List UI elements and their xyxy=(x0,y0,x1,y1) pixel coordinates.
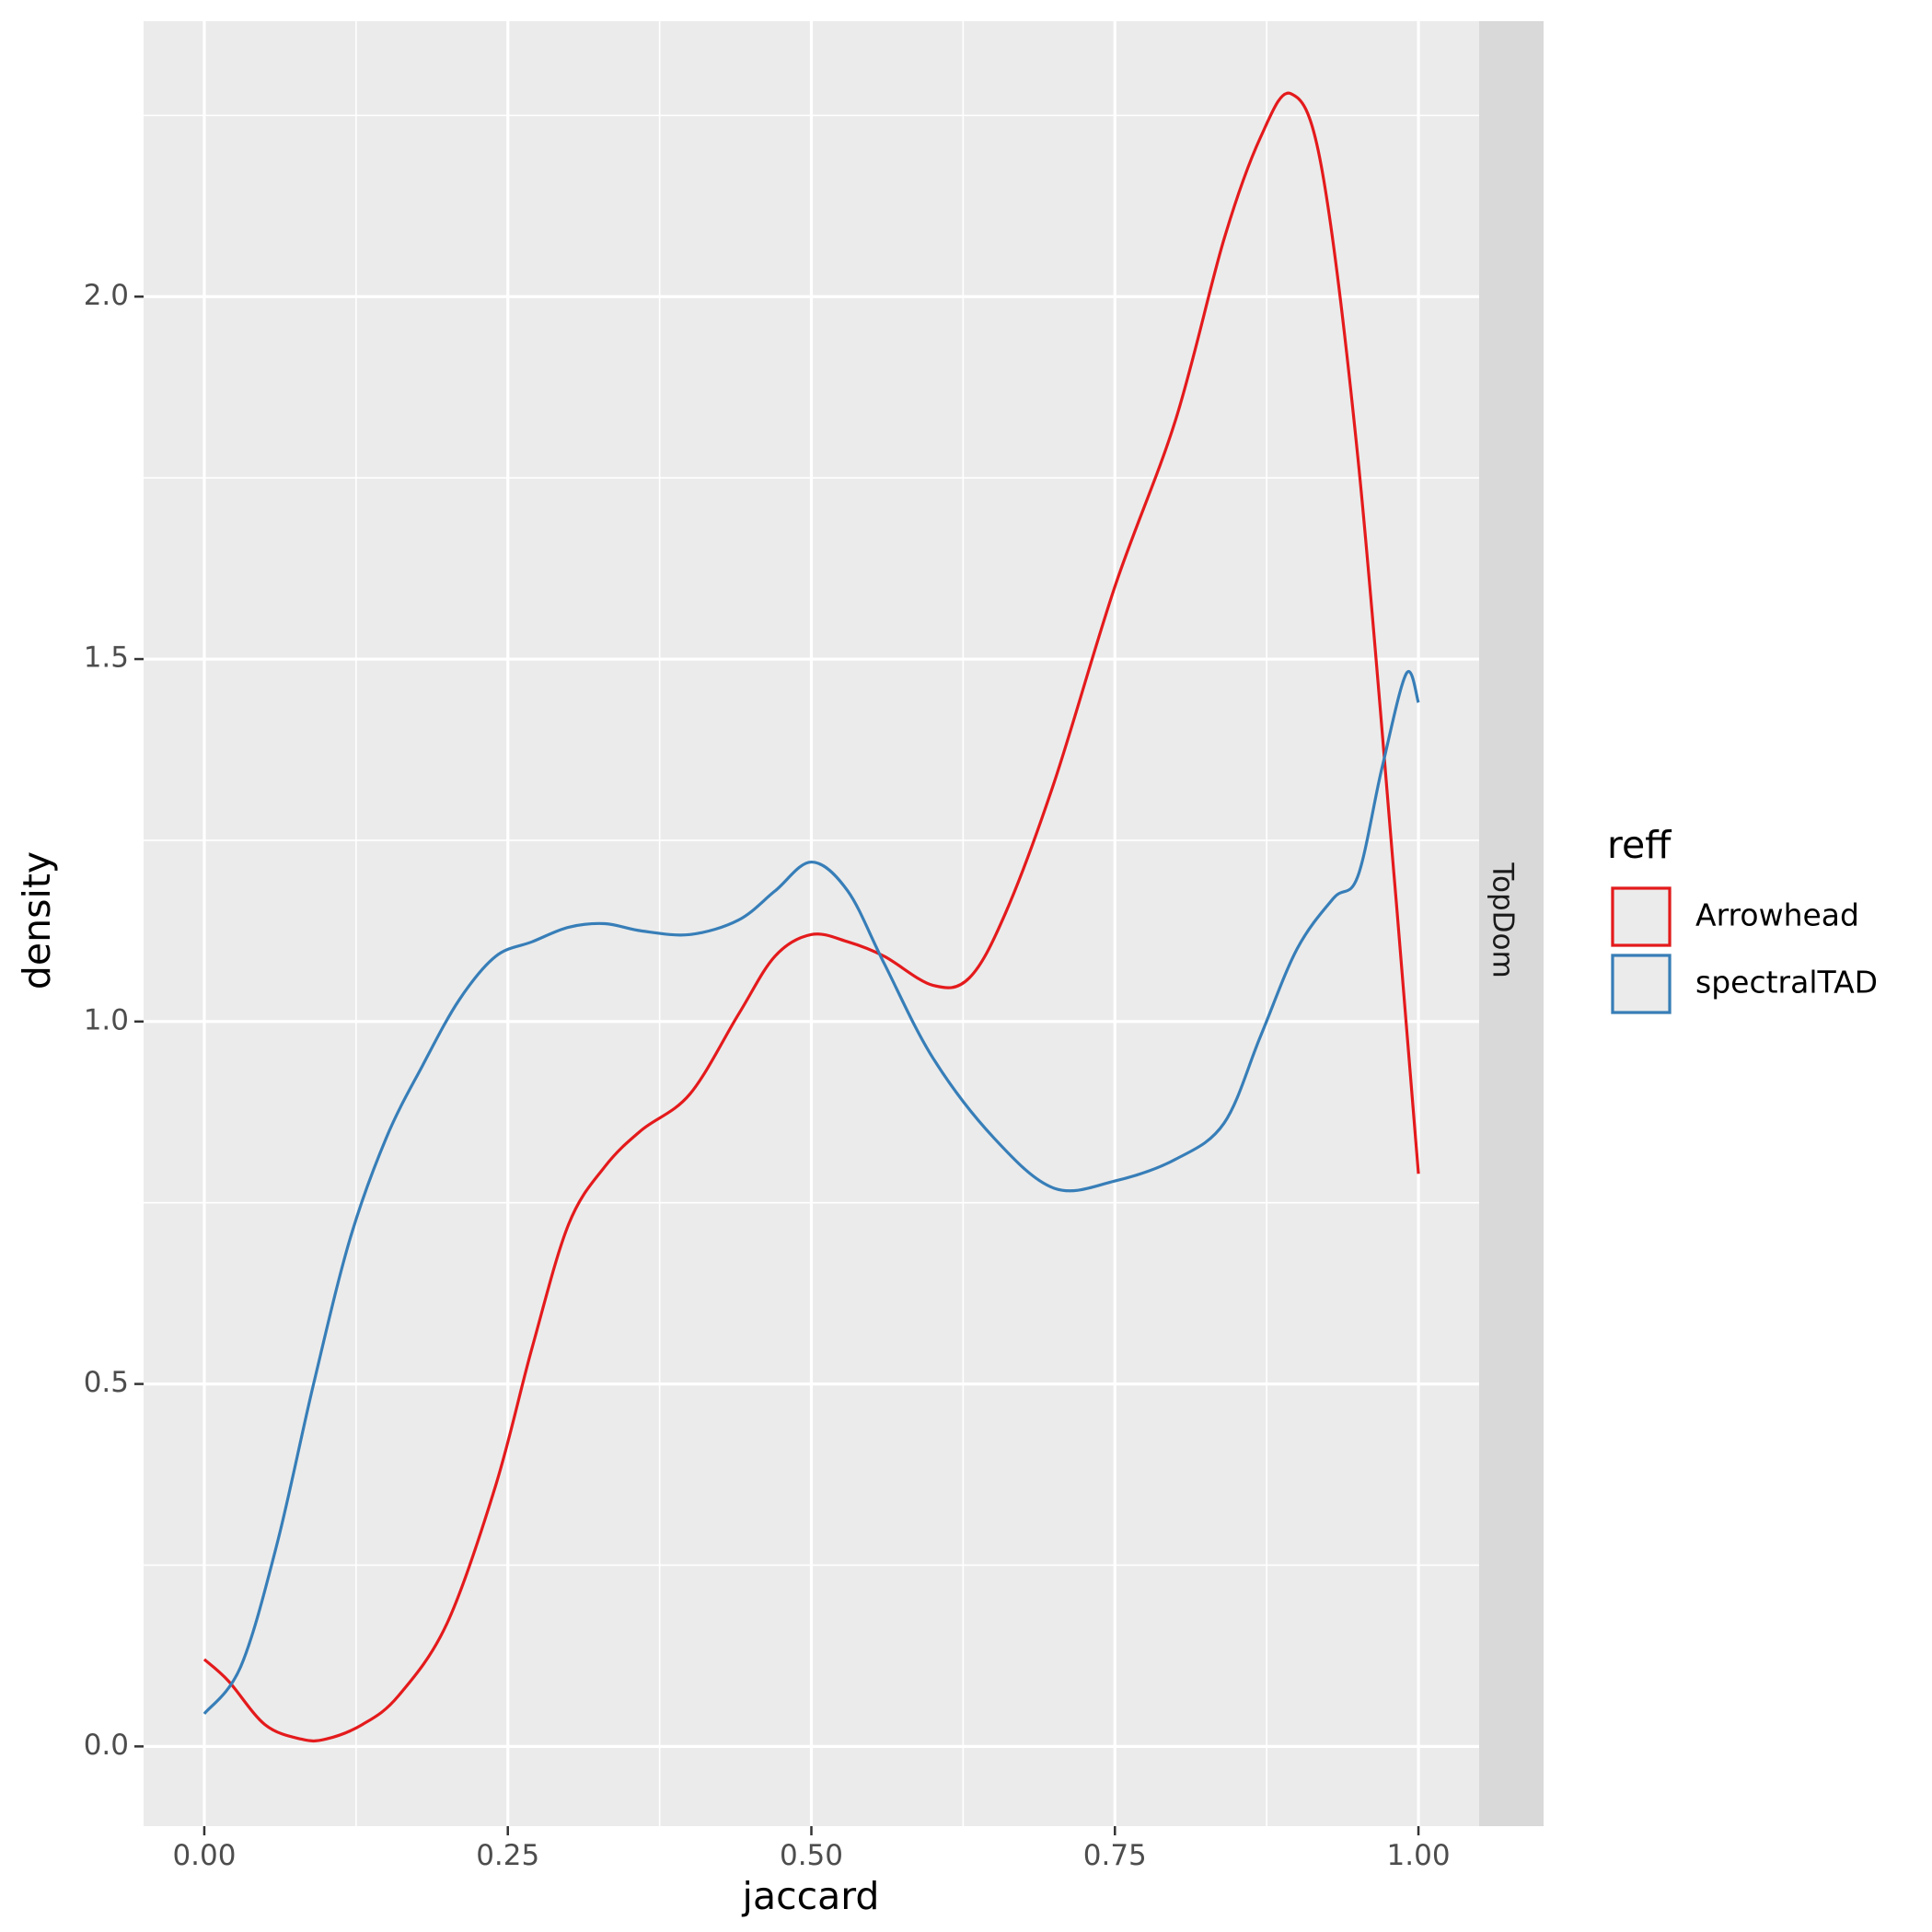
major-gridlines xyxy=(144,21,1479,1826)
series-line-spectraltad xyxy=(202,669,1420,1715)
legend-key-spectraltad xyxy=(1611,954,1672,1014)
series-line-arrowhead xyxy=(202,91,1420,1743)
y-tick-label: 1.5 xyxy=(84,642,129,675)
legend-key-background xyxy=(1611,954,1672,1014)
y-tick-label: 0.0 xyxy=(84,1729,129,1762)
x-tick-label: 0.50 xyxy=(780,1839,843,1872)
y-tick-label: 2.0 xyxy=(84,279,129,312)
x-axis: 0.00 0.25 0.50 0.75 1.00 xyxy=(172,1826,1451,1872)
x-tick-label: 0.25 xyxy=(476,1839,539,1872)
legend-label-arrowhead: Arrowhead xyxy=(1695,897,1859,933)
y-tick-label: 0.5 xyxy=(84,1366,129,1399)
legend-label-spectraltad: spectralTAD xyxy=(1695,965,1878,1001)
legend-key-arrowhead xyxy=(1611,886,1672,947)
legend: reff Arrowhead spectralTAD xyxy=(1607,823,1878,1014)
y-axis: 0.0 0.5 1.0 1.5 2.0 xyxy=(84,279,144,1762)
x-axis-title: jaccard xyxy=(742,1874,880,1918)
x-tick-label: 0.75 xyxy=(1083,1839,1147,1872)
facet-strip xyxy=(1479,21,1544,1826)
y-axis-title: density xyxy=(15,851,59,989)
x-tick-label: 0.00 xyxy=(172,1839,236,1872)
legend-items: Arrowhead spectralTAD xyxy=(1611,886,1878,1014)
x-tick-label: 1.00 xyxy=(1387,1839,1451,1872)
facet-strip-label: TopDom xyxy=(1487,862,1520,978)
legend-title: reff xyxy=(1607,823,1672,867)
density-lines xyxy=(202,91,1420,1743)
legend-key-background xyxy=(1611,886,1672,947)
y-tick-label: 1.0 xyxy=(84,1003,129,1036)
